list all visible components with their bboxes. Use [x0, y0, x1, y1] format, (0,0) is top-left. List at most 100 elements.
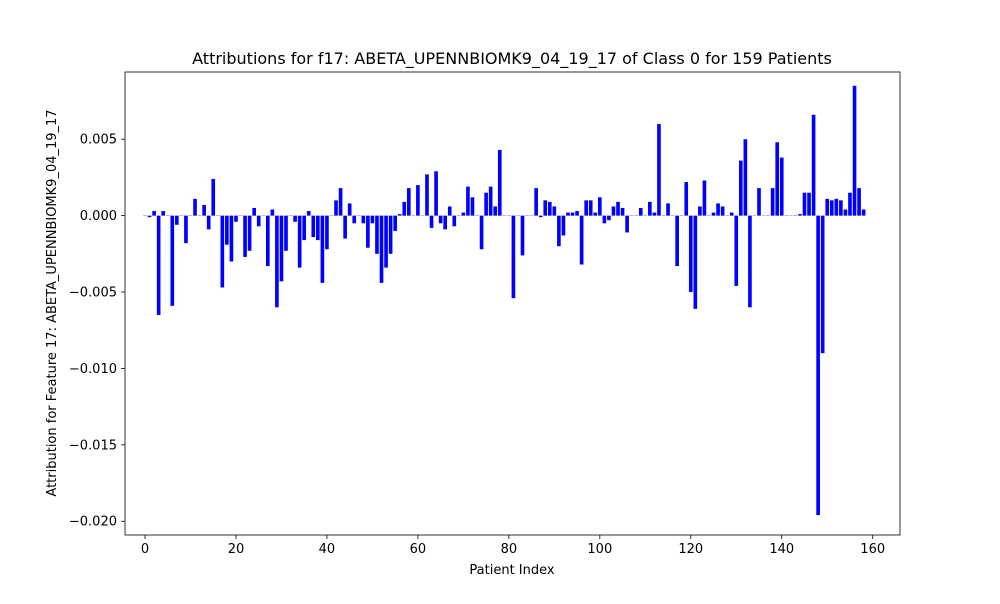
- bar-patient-6: [170, 216, 174, 306]
- bar-patient-72: [471, 197, 475, 215]
- bar-patient-158: [862, 210, 866, 216]
- bar-patient-150: [825, 199, 829, 216]
- bar-patient-139: [775, 142, 779, 215]
- bar-patient-101: [603, 216, 607, 224]
- bar-patient-154: [844, 210, 848, 216]
- bar-patient-52: [380, 216, 384, 283]
- bar-patient-95: [575, 211, 579, 216]
- bar-patient-38: [316, 216, 320, 240]
- bar-patient-40: [325, 216, 329, 250]
- bar-patient-75: [484, 193, 488, 216]
- bar-patient-152: [835, 199, 839, 216]
- bar-patient-156: [853, 86, 857, 216]
- bar-patient-9: [184, 216, 188, 244]
- x-tick-label: 120: [678, 542, 703, 557]
- bar-patient-60: [416, 185, 420, 216]
- x-tick-label: 160: [860, 542, 885, 557]
- bar-patient-42: [334, 200, 338, 215]
- bar-patient-129: [730, 213, 734, 216]
- bar-patient-54: [389, 216, 393, 254]
- bar-patient-33: [293, 216, 297, 222]
- bar-patient-3: [157, 216, 161, 315]
- bar-patient-86: [534, 188, 538, 216]
- bar-patient-149: [821, 216, 825, 354]
- bar-patient-27: [266, 216, 270, 266]
- bar-patient-102: [607, 216, 611, 221]
- bar-patient-90: [553, 206, 557, 215]
- x-tick-label: 80: [501, 542, 518, 557]
- bar-patient-17: [221, 216, 225, 288]
- bar-patient-45: [348, 203, 352, 215]
- bar-patient-53: [384, 216, 388, 268]
- bar-patient-7: [175, 216, 179, 225]
- bar-patient-126: [716, 203, 720, 215]
- x-tick-label: 100: [587, 542, 612, 557]
- bar-patient-15: [211, 179, 215, 216]
- bar-patient-24: [252, 208, 256, 216]
- bar-patient-125: [712, 213, 716, 216]
- bar-patient-103: [612, 206, 616, 215]
- x-tick-label: 60: [410, 542, 427, 557]
- bar-patient-105: [621, 208, 625, 216]
- bar-patient-98: [589, 200, 593, 215]
- bar-patient-131: [739, 161, 743, 216]
- bar-patient-37: [311, 216, 315, 237]
- bar-patient-120: [689, 216, 693, 292]
- bar-patient-35: [302, 216, 306, 240]
- bar-patient-96: [580, 216, 584, 265]
- bar-patient-57: [402, 202, 406, 216]
- bar-patient-94: [571, 213, 575, 216]
- bar-patient-63: [430, 216, 434, 228]
- bar-patient-109: [639, 208, 643, 216]
- bar-patient-127: [721, 206, 725, 215]
- bar-patient-117: [675, 216, 679, 266]
- bar-patient-111: [648, 202, 652, 216]
- bar-patient-77: [493, 206, 497, 215]
- x-tick-label: 40: [319, 542, 336, 557]
- bar-patient-121: [694, 216, 698, 309]
- bar-patient-36: [307, 211, 311, 216]
- bar-patient-39: [321, 216, 325, 283]
- bar-patient-83: [521, 216, 525, 256]
- bar-patient-50: [371, 216, 375, 224]
- bar-patient-70: [462, 213, 466, 216]
- y-tick-label: 0.000: [80, 209, 117, 224]
- bar-patient-155: [848, 193, 852, 216]
- bar-patient-18: [225, 216, 229, 245]
- chart-title: Attributions for f17: ABETA_UPENNBIOMK9_…: [192, 49, 832, 69]
- bar-patient-81: [512, 216, 516, 299]
- bar-patient-147: [812, 115, 816, 216]
- bar-patient-112: [653, 213, 657, 216]
- bar-patient-138: [771, 188, 775, 216]
- bar-patient-4: [161, 211, 165, 216]
- bar-patient-66: [443, 216, 447, 230]
- bar-patient-135: [757, 188, 761, 216]
- bar-patient-145: [803, 193, 807, 216]
- bar-patient-104: [616, 202, 620, 216]
- x-tick-label: 140: [769, 542, 794, 557]
- bar-patient-51: [375, 216, 379, 254]
- bar-patient-157: [857, 188, 861, 216]
- x-tick-label: 0: [141, 542, 149, 557]
- bar-patient-151: [830, 200, 834, 215]
- bar-patient-115: [666, 203, 670, 215]
- bar-patient-43: [339, 188, 343, 216]
- bar-patient-93: [566, 213, 570, 216]
- bar-patient-20: [234, 216, 238, 222]
- bar-patient-1: [148, 216, 152, 218]
- bar-patient-67: [448, 206, 452, 215]
- y-axis-label: Attribution for Feature 17: ABETA_UPENNB…: [45, 109, 60, 496]
- bar-patient-14: [207, 216, 211, 230]
- bar-patient-22: [243, 216, 247, 257]
- y-tick-label: −0.020: [69, 515, 117, 530]
- bar-patient-23: [248, 216, 252, 251]
- bar-patient-34: [298, 216, 302, 268]
- bar-patient-144: [798, 214, 802, 216]
- bar-patient-55: [393, 216, 397, 231]
- bar-patient-91: [557, 216, 561, 247]
- bar-patient-119: [684, 182, 688, 216]
- y-tick-label: −0.005: [69, 286, 117, 301]
- bar-patient-62: [425, 174, 429, 215]
